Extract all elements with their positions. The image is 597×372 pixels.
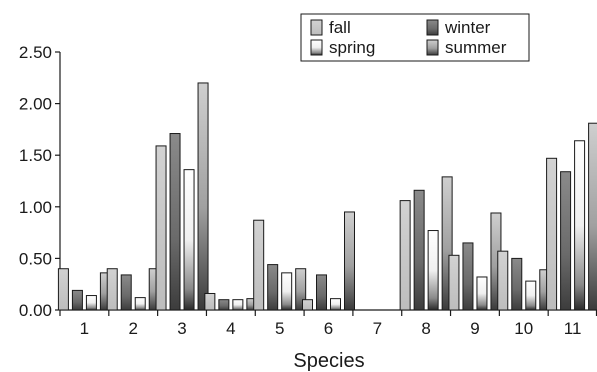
x-tick-label: 4 — [226, 319, 235, 338]
bar-fall-species-3 — [155, 145, 167, 311]
bar-fall-species-4 — [204, 292, 216, 311]
x-tick-label: 2 — [128, 319, 137, 338]
bar-winter-species-9 — [462, 242, 474, 311]
bar-winter-species-4 — [218, 299, 230, 311]
legend-label-spring: spring — [329, 38, 375, 57]
legend-swatch-winter — [426, 19, 439, 36]
y-tick-label: 0.50 — [19, 249, 52, 268]
y-tick-label: 1.00 — [19, 198, 52, 217]
bar-summer-species-8 — [441, 176, 453, 311]
y-tick-label: 2.50 — [19, 43, 52, 62]
bar-fall-species-10 — [497, 250, 509, 311]
x-tick-label: 9 — [470, 319, 479, 338]
bar-summer-species-6 — [344, 211, 355, 311]
bar-summer-species-5 — [295, 268, 307, 311]
y-tick-label: 0.00 — [19, 301, 52, 320]
bar-winter-species-5 — [267, 264, 279, 311]
x-tick-label: 1 — [80, 319, 89, 338]
x-tick-label: 5 — [275, 319, 284, 338]
bar-spring-species-5 — [281, 272, 293, 311]
bar-fall-species-1 — [57, 268, 69, 311]
legend-label-fall: fall — [329, 18, 351, 37]
bar-spring-species-8 — [427, 230, 439, 311]
bar-summer-species-3 — [197, 82, 209, 311]
bar-fall-species-8 — [399, 200, 411, 311]
legend-swatch-spring — [310, 39, 323, 56]
legend-label-winter: winter — [444, 18, 491, 37]
x-tick-label: 11 — [564, 319, 582, 338]
x-tick-label: 10 — [514, 319, 533, 338]
bar-spring-species-2 — [134, 297, 146, 311]
bar-fall-species-2 — [106, 268, 118, 311]
x-axis: 1 2 3 4 5 6 7 8 9 10 11 — [59, 309, 597, 338]
bar-winter-species-8 — [413, 189, 425, 311]
x-tick-label: 3 — [177, 319, 186, 338]
y-axis: 0.00 0.50 1.00 1.50 2.00 2.50 — [19, 43, 61, 320]
bar-spring-species-1 — [85, 295, 97, 311]
x-tick-label: 6 — [324, 319, 333, 338]
x-tick-label: 8 — [421, 319, 430, 338]
bar-spring-species-9 — [476, 276, 488, 311]
legend: fall winter spring summer — [300, 13, 530, 62]
bars-group — [57, 82, 597, 311]
bar-fall-species-9 — [448, 254, 460, 311]
bar-spring-species-3 — [183, 169, 195, 311]
bar-winter-species-10 — [511, 257, 523, 311]
bar-spring-species-10 — [525, 280, 537, 311]
bar-winter-species-1 — [71, 289, 83, 311]
legend-swatch-fall — [310, 19, 323, 36]
bar-fall-species-11 — [546, 157, 558, 311]
bar-spring-species-4 — [232, 299, 244, 311]
legend-box — [300, 13, 530, 62]
bar-winter-species-11 — [560, 171, 572, 311]
y-tick-label: 2.00 — [19, 95, 52, 114]
x-tick-label: 7 — [373, 319, 382, 338]
bar-winter-species-3 — [169, 133, 181, 311]
bar-spring-species-11 — [574, 140, 586, 311]
legend-label-summer: summer — [445, 38, 507, 57]
bar-winter-species-2 — [120, 274, 132, 311]
bar-fall-species-6 — [302, 299, 313, 311]
bar-spring-species-6 — [330, 298, 341, 311]
bar-winter-species-6 — [316, 274, 327, 311]
bar-fall-species-5 — [253, 219, 265, 311]
bar-summer-species-11 — [588, 122, 597, 311]
y-tick-label: 1.50 — [19, 146, 52, 165]
legend-swatch-summer — [426, 39, 439, 56]
x-axis-label: Species — [293, 350, 364, 372]
